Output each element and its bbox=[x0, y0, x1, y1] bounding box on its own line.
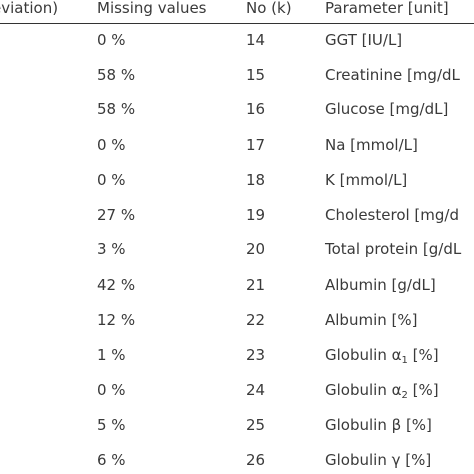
parameter-cell: Creatinine [mg/dL bbox=[325, 66, 460, 84]
row-number-cell: 17 bbox=[246, 136, 266, 154]
row-number-cell: 25 bbox=[246, 416, 266, 434]
header-missing-values: Missing values bbox=[97, 0, 207, 17]
row-number-cell: 21 bbox=[246, 276, 266, 294]
missing-value-cell: 0 % bbox=[97, 136, 126, 154]
row-number-cell: 24 bbox=[246, 381, 266, 399]
row-number-cell: 26 bbox=[246, 451, 266, 469]
parameter-subscript: 1 bbox=[401, 355, 408, 366]
parameter-unit: [%] bbox=[407, 381, 439, 399]
header-no-k: No (k) bbox=[246, 0, 292, 17]
parameter-cell: Albumin [%] bbox=[325, 311, 418, 329]
missing-value-cell: 58 % bbox=[97, 100, 136, 118]
header-parameter-unit: Parameter [unit] bbox=[325, 0, 449, 17]
parameter-cell: Globulin γ [%] bbox=[325, 451, 432, 469]
parameter-cell: Globulin α1 [%] bbox=[325, 346, 439, 366]
parameter-cell: K [mmol/L] bbox=[325, 171, 408, 189]
missing-value-cell: 12 % bbox=[97, 311, 136, 329]
missing-value-cell: 5 % bbox=[97, 416, 126, 434]
missing-value-cell: 0 % bbox=[97, 381, 126, 399]
missing-value-cell: 0 % bbox=[97, 31, 126, 49]
parameter-cell: Glucose [mg/dL] bbox=[325, 100, 449, 118]
parameter-cell: Albumin [g/dL] bbox=[325, 276, 436, 294]
row-number-cell: 20 bbox=[246, 240, 266, 258]
missing-value-cell: 42 % bbox=[97, 276, 136, 294]
parameter-cell: Globulin β [%] bbox=[325, 416, 432, 434]
parameter-name: Globulin α bbox=[325, 381, 402, 399]
parameter-subscript: 2 bbox=[401, 390, 408, 401]
row-number-cell: 18 bbox=[246, 171, 266, 189]
missing-value-cell: 6 % bbox=[97, 451, 126, 469]
row-number-cell: 16 bbox=[246, 100, 266, 118]
missing-value-cell: 27 % bbox=[97, 206, 136, 224]
parameter-name: Globulin α bbox=[325, 346, 402, 364]
header-deviation: eviation) bbox=[0, 0, 59, 17]
missing-value-cell: 0 % bbox=[97, 171, 126, 189]
row-number-cell: 15 bbox=[246, 66, 266, 84]
parameter-cell: GGT [IU/L] bbox=[325, 31, 403, 49]
header-rule bbox=[0, 23, 474, 24]
parameter-cell: Cholesterol [mg/d bbox=[325, 206, 459, 224]
missing-value-cell: 3 % bbox=[97, 240, 126, 258]
parameter-cell: Globulin α2 [%] bbox=[325, 381, 439, 401]
row-number-cell: 14 bbox=[246, 31, 266, 49]
row-number-cell: 22 bbox=[246, 311, 266, 329]
row-number-cell: 19 bbox=[246, 206, 266, 224]
parameter-unit: [%] bbox=[407, 346, 439, 364]
parameter-cell: Total protein [g/dL bbox=[325, 240, 462, 258]
missing-value-cell: 58 % bbox=[97, 66, 136, 84]
missing-value-cell: 1 % bbox=[97, 346, 126, 364]
parameter-cell: Na [mmol/L] bbox=[325, 136, 418, 154]
row-number-cell: 23 bbox=[246, 346, 266, 364]
